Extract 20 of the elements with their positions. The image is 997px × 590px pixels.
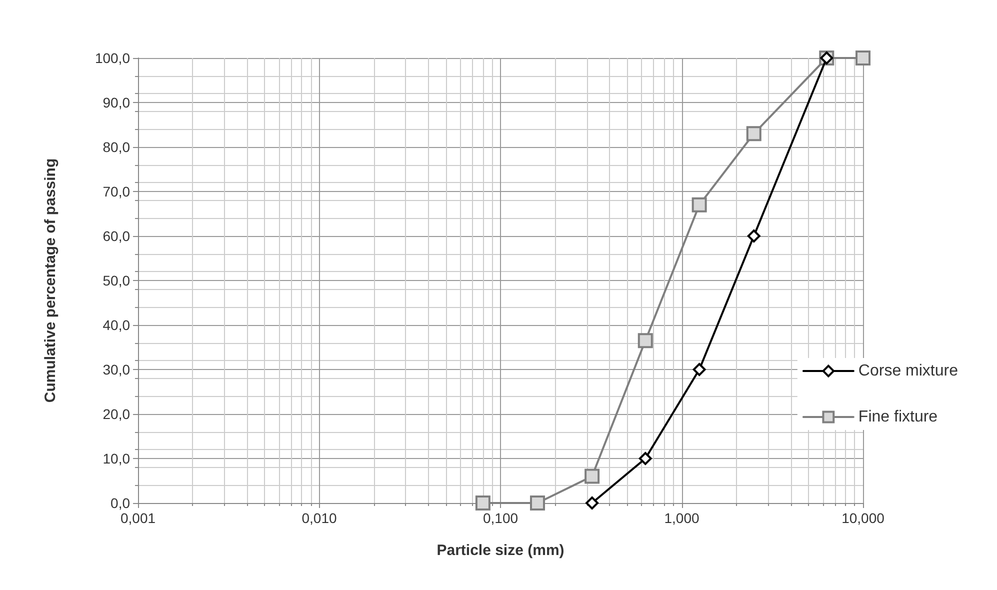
y-tick-label: 60,0	[102, 228, 130, 244]
y-tick-label: 100,0	[94, 50, 130, 66]
y-tick-label: 70,0	[102, 184, 130, 200]
x-tick-label: 1,000	[664, 510, 700, 526]
x-tick-label: 10,000	[842, 510, 885, 526]
x-tick-label: 0,001	[120, 510, 156, 526]
y-tick-label: 80,0	[102, 139, 130, 155]
legend-label: Fine fixture	[858, 408, 938, 426]
y-axis-title: Cumulative percentage of passing	[42, 158, 59, 403]
x-tick-label: 0,010	[302, 510, 337, 526]
y-tick-label: 20,0	[102, 406, 130, 422]
x-tick-label: 0,100	[482, 510, 518, 526]
y-tick-label: 0,0	[110, 495, 130, 511]
y-tick-label: 50,0	[102, 272, 130, 288]
x-axis-title: Particle size (mm)	[436, 542, 564, 559]
y-tick-label: 10,0	[102, 450, 130, 466]
y-tick-label: 40,0	[102, 317, 130, 333]
y-tick-label: 90,0	[102, 94, 130, 110]
legend-label: Corse mixture	[858, 362, 958, 380]
y-tick-label: 30,0	[102, 362, 130, 378]
